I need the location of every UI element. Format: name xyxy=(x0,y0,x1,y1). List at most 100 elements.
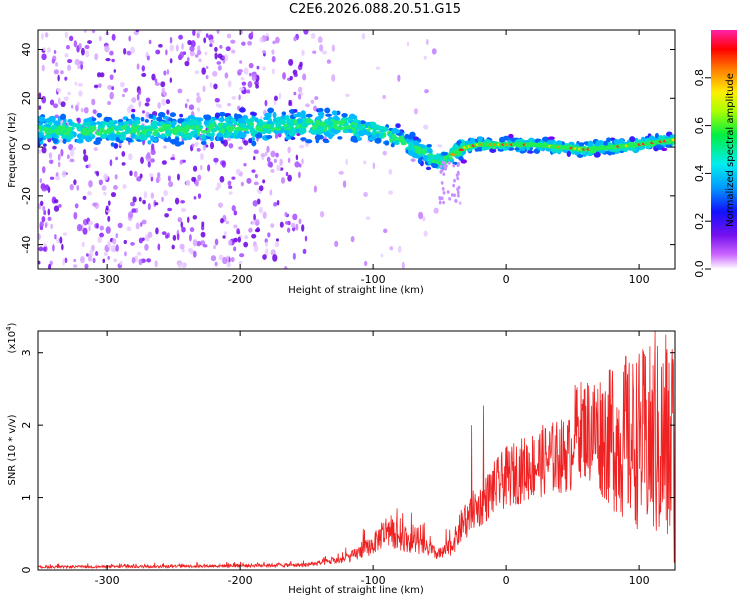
ridge-blob xyxy=(348,113,356,120)
ridge-blob xyxy=(325,113,333,117)
noise-speck xyxy=(301,49,305,56)
noise-speck xyxy=(107,100,111,106)
noise-speck xyxy=(84,44,90,50)
noise-speck xyxy=(88,163,91,169)
ridge-blob xyxy=(261,124,269,129)
noise-speck xyxy=(91,30,96,34)
noise-speck xyxy=(73,264,78,268)
noise-speck xyxy=(60,101,66,108)
noise-speck xyxy=(93,147,98,151)
ridge-blob xyxy=(85,117,92,122)
noise-speck xyxy=(85,164,89,169)
noise-speck xyxy=(266,145,270,153)
noise-speck xyxy=(238,261,243,265)
ridge-blob xyxy=(525,146,531,151)
ridge-blob xyxy=(93,140,101,145)
noise-speck xyxy=(275,152,279,158)
colorbar-tick-label: 0.2 xyxy=(693,212,706,230)
ridge-blob xyxy=(220,140,225,144)
noise-speck xyxy=(60,70,64,75)
ridge-blob xyxy=(407,145,415,151)
ridge-blob xyxy=(578,142,584,147)
noise-speck xyxy=(274,241,280,248)
ridge-blob xyxy=(84,121,92,128)
noise-speck xyxy=(214,97,220,103)
colorbar-tick-label: 0.6 xyxy=(693,117,706,135)
ridge-blob xyxy=(266,120,273,125)
noise-speck xyxy=(100,72,105,78)
noise-speck xyxy=(383,228,388,234)
noise-speck xyxy=(345,158,348,166)
noise-speck xyxy=(123,88,128,93)
ridge-blob xyxy=(106,127,114,133)
noise-speck xyxy=(301,158,304,165)
ridge-blob xyxy=(162,115,169,120)
noise-speck xyxy=(168,181,174,188)
snr-xtick-label: -200 xyxy=(228,574,253,587)
noise-speck xyxy=(226,261,232,268)
noise-speck xyxy=(189,248,194,255)
noise-speck xyxy=(440,168,444,173)
noise-speck xyxy=(88,180,93,188)
noise-speck xyxy=(64,53,69,58)
ridge-blob xyxy=(339,119,346,126)
ridge-blob xyxy=(76,133,83,139)
ridge-blob xyxy=(460,159,467,164)
noise-speck xyxy=(365,216,371,220)
noise-speck xyxy=(155,227,159,235)
noise-speck xyxy=(292,213,298,221)
noise-speck xyxy=(119,260,123,266)
noise-speck xyxy=(154,78,158,84)
noise-speck xyxy=(254,218,260,227)
ridge-blob xyxy=(152,131,157,137)
ridge-blob xyxy=(63,130,71,136)
noise-speck xyxy=(69,158,75,163)
noise-speck xyxy=(313,185,317,193)
ridge-blob xyxy=(341,113,348,118)
colorbar-axes: 0.0 0.2 0.4 0.6 0.8 xyxy=(693,69,711,278)
noise-speck xyxy=(174,197,180,205)
ridge-blob xyxy=(140,116,145,122)
ridge-blob xyxy=(257,127,264,133)
noise-speck xyxy=(331,44,335,52)
noise-speck xyxy=(52,244,55,252)
noise-speck xyxy=(363,160,367,165)
noise-speck xyxy=(141,72,147,78)
ridge-blob xyxy=(477,136,483,143)
noise-speck xyxy=(109,50,114,56)
noise-speck xyxy=(153,199,157,207)
noise-speck xyxy=(115,156,119,161)
ridge-blob xyxy=(248,138,253,144)
noise-speck xyxy=(163,70,167,76)
noise-speck xyxy=(321,50,328,55)
noise-speck xyxy=(284,211,288,217)
ridge-blob xyxy=(613,139,621,145)
ridge-blob xyxy=(145,130,151,137)
colorbar-tick-label: 0.4 xyxy=(693,165,706,183)
snr-frame xyxy=(37,330,676,571)
ridge-blob xyxy=(489,148,497,153)
ridge-blob xyxy=(281,111,287,116)
noise-speck xyxy=(178,262,182,269)
noise-speck xyxy=(138,197,142,202)
noise-speck xyxy=(426,38,429,45)
noise-speck xyxy=(236,230,241,235)
noise-speck xyxy=(109,91,114,100)
ridge-blob xyxy=(391,134,396,138)
noise-speck xyxy=(209,141,215,150)
noise-speck xyxy=(41,146,47,154)
ridge-blob xyxy=(160,133,166,137)
noise-speck xyxy=(130,46,136,54)
noise-speck xyxy=(111,86,115,91)
noise-speck xyxy=(375,66,381,70)
noise-speck xyxy=(422,216,426,222)
noise-speck xyxy=(111,33,116,41)
noise-speck xyxy=(80,47,85,56)
noise-speck xyxy=(88,225,91,232)
ridge-blob xyxy=(169,112,177,118)
noise-speck xyxy=(76,101,80,107)
snr-ytick-label: 1 xyxy=(20,494,33,501)
noise-speck xyxy=(267,161,273,168)
noise-speck xyxy=(250,31,254,37)
noise-speck xyxy=(283,265,288,269)
